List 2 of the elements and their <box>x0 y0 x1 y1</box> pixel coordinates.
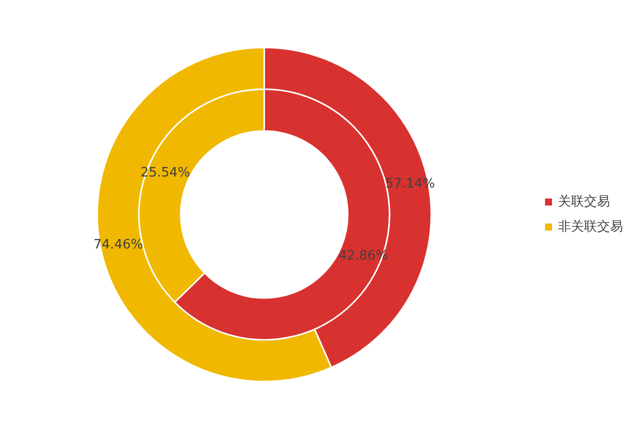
legend-label: 关联交易 <box>558 194 610 210</box>
legend-label: 非关联交易 <box>558 218 623 234</box>
